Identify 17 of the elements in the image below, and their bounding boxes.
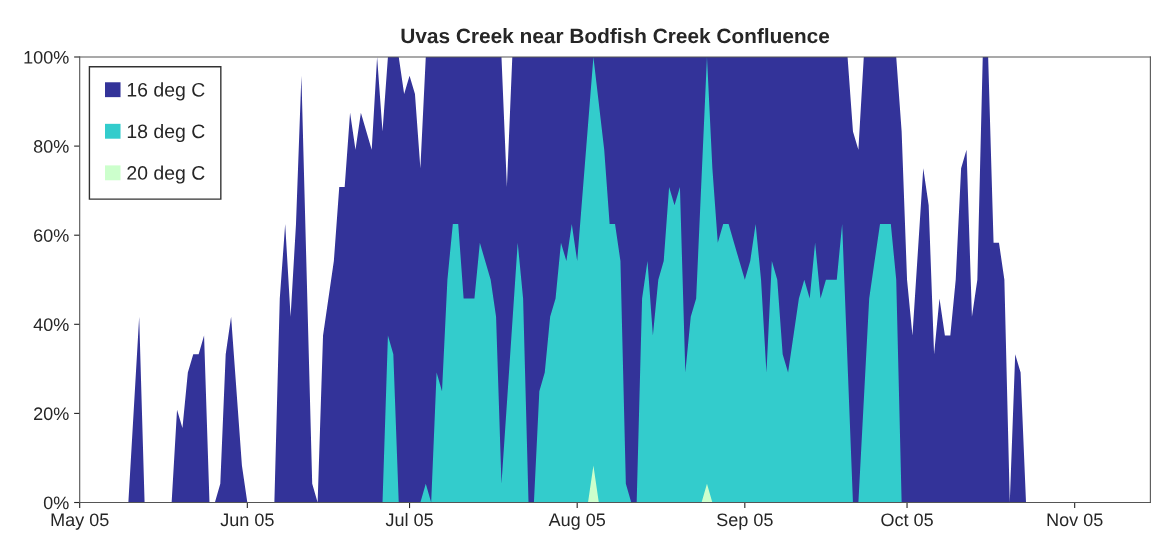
legend-label: 18 deg C xyxy=(127,123,205,143)
x-tick-label: Jun 05 xyxy=(220,513,274,527)
x-tick-label: Sep 05 xyxy=(717,513,773,530)
chart-title: Uvas Creek near Bodfish Creek Confluence xyxy=(401,28,830,44)
y-tick-label: 20% xyxy=(34,407,69,421)
y-tick-label: 40% xyxy=(33,318,69,332)
x-tick-label: Nov 05 xyxy=(1047,513,1103,527)
y-tick-label: 60% xyxy=(34,229,69,242)
y-tick-label: 0% xyxy=(43,496,69,510)
x-tick-label: May 05 xyxy=(51,513,109,530)
legend-label: 16 deg C xyxy=(127,82,205,101)
x-tick-label: Aug 05 xyxy=(548,513,606,530)
x-tick-label: Jul 05 xyxy=(385,512,433,527)
y-tick-label: 100% xyxy=(24,50,69,64)
legend-label: 20 deg C xyxy=(127,165,205,184)
y-tick-label: 80% xyxy=(33,140,69,153)
x-tick-label: Oct 05 xyxy=(881,513,933,527)
